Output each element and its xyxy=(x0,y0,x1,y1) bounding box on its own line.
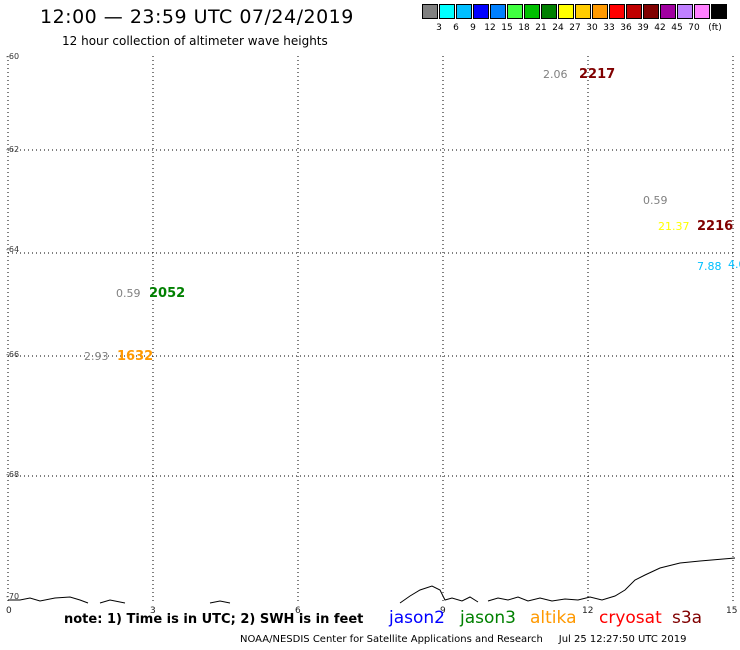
color-swatch xyxy=(558,4,574,19)
color-scale-label: 36 xyxy=(620,23,632,33)
coastline xyxy=(8,557,736,604)
lat-label: -62 xyxy=(6,145,20,154)
color-swatch xyxy=(422,4,438,19)
color-swatch xyxy=(609,4,625,19)
swh-value: 7.88 xyxy=(697,260,722,273)
swh-value: 2.93 xyxy=(84,350,109,363)
color-swatch xyxy=(439,4,455,19)
color-scale-label: 9 xyxy=(470,23,476,33)
map-subtitle: 12 hour collection of altimeter wave hei… xyxy=(62,34,328,48)
color-scale-label: 3 xyxy=(436,23,442,33)
swh-value: 4.0 xyxy=(728,258,740,271)
color-swatch xyxy=(456,4,472,19)
satellite-label-jason3: jason3 xyxy=(460,608,516,628)
satellite-label-altika: altika xyxy=(530,608,577,628)
credit-line: NOAA/NESDIS Center for Satellite Applica… xyxy=(240,634,687,645)
lat-label: -64 xyxy=(6,245,20,254)
color-scale-label: 39 xyxy=(637,23,649,33)
color-swatch xyxy=(711,4,727,19)
color-swatch xyxy=(575,4,591,19)
color-scale-label: 33 xyxy=(603,23,615,33)
satellite-label-s3a: s3a xyxy=(672,608,703,628)
obs-time: 1632 xyxy=(117,349,154,364)
color-scale-label: 24 xyxy=(552,23,564,33)
map-title: 12:00 — 23:59 UTC 07/24/2019 xyxy=(40,6,354,28)
obs-time: 2052 xyxy=(149,286,186,301)
satellite-label-cryosat: cryosat xyxy=(599,608,662,628)
color-swatch xyxy=(473,4,489,19)
lon-label: 12 xyxy=(582,606,594,616)
color-swatch xyxy=(694,4,710,19)
color-swatch xyxy=(507,4,523,19)
color-scale-label: 21 xyxy=(535,23,547,33)
color-swatch xyxy=(490,4,506,19)
color-scale-label: 12 xyxy=(484,23,496,33)
color-swatch xyxy=(592,4,608,19)
color-scale-label: 15 xyxy=(501,23,513,33)
color-swatch xyxy=(677,4,693,19)
obs-time: 2217 xyxy=(579,67,616,82)
lat-label: -60 xyxy=(6,52,20,61)
lon-label: 3 xyxy=(150,606,156,616)
color-swatch xyxy=(541,4,557,19)
swh-value: 0.59 xyxy=(116,287,141,300)
color-scale-label: 42 xyxy=(654,23,666,33)
footer-note: note: 1) Time is in UTC; 2) SWH is in fe… xyxy=(64,612,364,627)
color-swatch xyxy=(626,4,642,19)
lon-label: 6 xyxy=(295,606,301,616)
color-scale-legend: 3 6 9 12 15 18 21 24 27 30 33 36 39 42 45 70 (ft) xyxy=(422,4,735,36)
color-scale-label: 27 xyxy=(569,23,581,33)
lat-label: -66 xyxy=(6,350,20,359)
swh-value: 0.59 xyxy=(643,194,668,207)
color-scale-label: 6 xyxy=(453,23,459,33)
color-scale-label: 30 xyxy=(586,23,598,33)
swh-value: 21.37 xyxy=(658,220,690,233)
color-scale-label: 70 xyxy=(688,23,700,33)
swh-value: 2.06 xyxy=(543,68,568,81)
color-swatch xyxy=(660,4,676,19)
lat-label: -70 xyxy=(6,592,20,601)
lon-label: 15 xyxy=(726,606,738,616)
color-scale-label: 45 xyxy=(671,23,683,33)
lon-label: 0 xyxy=(6,606,12,616)
lat-label: -68 xyxy=(6,470,20,479)
color-scale-label: 18 xyxy=(518,23,530,33)
lon-label: 9 xyxy=(440,606,446,616)
gridlines xyxy=(7,56,735,603)
color-scale-label: (ft) xyxy=(708,23,722,33)
color-swatch xyxy=(643,4,659,19)
obs-time: 2216 xyxy=(697,219,734,234)
satellite-label-jason2: jason2 xyxy=(389,608,445,628)
color-swatch xyxy=(524,4,540,19)
